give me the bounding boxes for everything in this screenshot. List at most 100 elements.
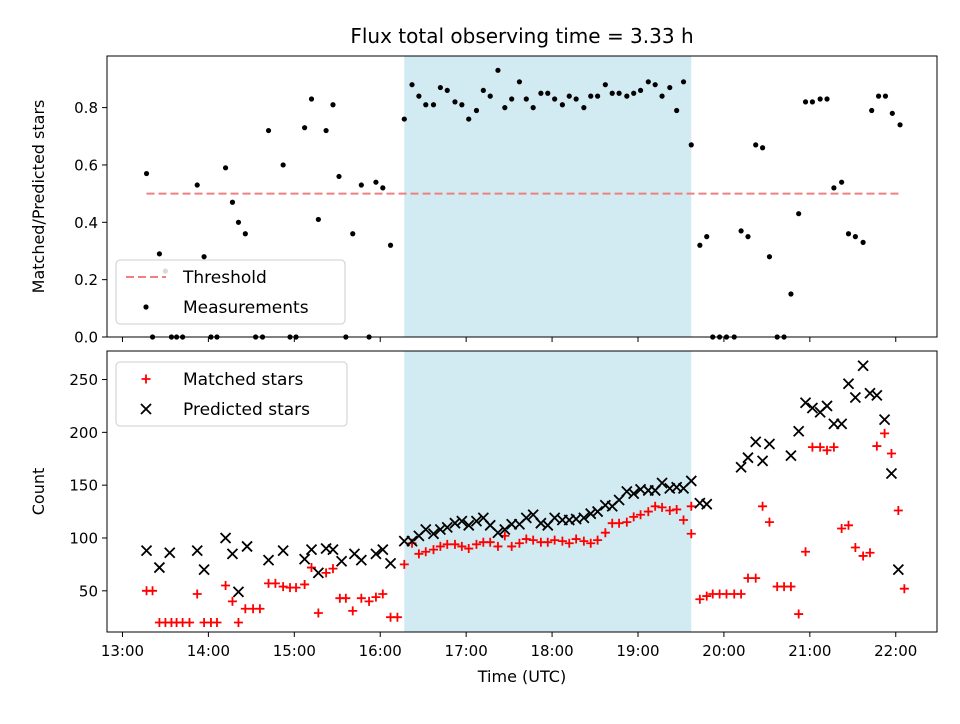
measurements-point <box>573 96 579 102</box>
matched-stars-point <box>414 549 424 559</box>
measurements-point <box>265 127 272 134</box>
matched-stars-point <box>485 537 495 547</box>
predicted-stars-point <box>520 512 532 524</box>
matched-stars-point <box>844 520 854 530</box>
matched-stars-point <box>614 518 624 528</box>
predicted-stars-point <box>262 554 275 566</box>
matched-stars-point <box>872 441 882 451</box>
x-tick-label: 19:00 <box>616 642 659 660</box>
predicted-stars-point <box>277 545 289 557</box>
matched-stars-point <box>321 568 331 578</box>
measurements-point <box>280 162 286 168</box>
measurements-point <box>559 102 565 108</box>
measurements-point <box>523 96 529 102</box>
y-tick-label: 150 <box>69 477 98 495</box>
measurements-point <box>595 93 601 99</box>
measurements-point <box>330 102 336 108</box>
measurements-point <box>423 102 429 108</box>
predicted-stars-point <box>377 543 389 556</box>
matched-stars-point <box>255 604 265 614</box>
predicted-stars-point <box>384 557 397 569</box>
matched-stars-point <box>865 548 875 558</box>
matched-stars-point <box>880 428 890 438</box>
matched-stars-point <box>899 584 909 594</box>
matched-stars-point <box>858 551 868 561</box>
measurements-point <box>358 182 364 188</box>
measurements-point <box>667 84 673 91</box>
predicted-stars-point <box>140 545 153 557</box>
y-tick-label: 0.8 <box>74 99 98 117</box>
matched-stars-point <box>850 542 860 552</box>
predicted-stars-point <box>492 527 504 539</box>
matched-stars-point <box>593 535 603 545</box>
y-tick-label: 0.0 <box>74 329 98 347</box>
matched-stars-point <box>571 534 581 544</box>
legend-entry-matched-stars-swatch <box>141 374 151 384</box>
measurements-point <box>459 102 465 108</box>
measurements-point <box>869 107 875 114</box>
matched-stars-point <box>240 604 250 614</box>
measurements-point <box>889 110 895 116</box>
measurements-point <box>336 173 342 180</box>
matched-stars-point <box>471 539 481 549</box>
measurements-point <box>437 84 443 91</box>
predicted-stars-point <box>499 523 511 536</box>
predicted-stars-point <box>219 532 232 544</box>
matched-stars-point <box>521 534 531 544</box>
predicted-stars-point <box>835 418 848 430</box>
predicted-stars-point <box>406 535 418 547</box>
measurements-point <box>530 105 536 111</box>
matched-stars-point <box>636 510 646 520</box>
legend: Matched stars Predicted stars <box>115 361 348 427</box>
matched-stars-point <box>794 609 804 619</box>
measurements-point <box>235 219 242 225</box>
measurements-point <box>302 125 308 131</box>
measurements-point <box>824 96 830 102</box>
matched-stars-point <box>686 529 696 539</box>
x-tick-label: 22:00 <box>874 642 917 660</box>
measurements-point <box>860 239 866 245</box>
matched-stars-point <box>442 539 452 549</box>
matched-stars-point <box>702 591 712 601</box>
predicted-stars-point <box>785 449 797 462</box>
y-tick-label: 0.4 <box>74 214 98 232</box>
measurements-point <box>315 216 321 223</box>
matched-stars-point <box>148 586 158 596</box>
x-tick-label: 15:00 <box>273 642 316 660</box>
predicted-stars-point <box>585 508 597 520</box>
predicted-stars-point <box>591 505 604 518</box>
measurements-point <box>495 67 501 73</box>
measurements-point <box>766 254 773 260</box>
predicted-stars-point <box>871 389 883 402</box>
measurements-point <box>350 231 356 237</box>
measurements-point <box>697 242 703 248</box>
legend-entry-predicted-stars-label: Predicted stars <box>183 400 310 420</box>
matched-stars-point <box>378 589 388 599</box>
measurements-point <box>680 79 687 85</box>
axes-frame <box>106 350 938 633</box>
measurements-point <box>156 251 163 257</box>
measurements-point <box>831 185 837 191</box>
x-axis-label: Time (UTC) <box>477 667 566 686</box>
predicted-stars-point <box>335 555 348 567</box>
predicted-stars-point <box>878 414 891 426</box>
measurements-point <box>143 170 150 177</box>
matched-stars-point <box>464 544 474 554</box>
measurements-point <box>308 96 315 102</box>
matched-stars-point <box>341 593 351 603</box>
measurements-point <box>645 79 651 85</box>
predicted-stars-point <box>735 461 747 473</box>
predicted-stars-point <box>153 561 166 574</box>
matched-stars-point <box>629 512 639 522</box>
predicted-stars-point <box>849 391 862 404</box>
matched-stars-point <box>356 593 366 603</box>
measurements-point <box>852 234 858 240</box>
measurements-point <box>745 234 751 240</box>
matched-stars-point <box>807 442 817 452</box>
x-tick-label: 16:00 <box>359 642 402 660</box>
measurements-point <box>688 142 694 148</box>
measurements-point <box>194 182 200 188</box>
legend-box <box>115 259 346 325</box>
matched-stars-point <box>270 578 280 588</box>
